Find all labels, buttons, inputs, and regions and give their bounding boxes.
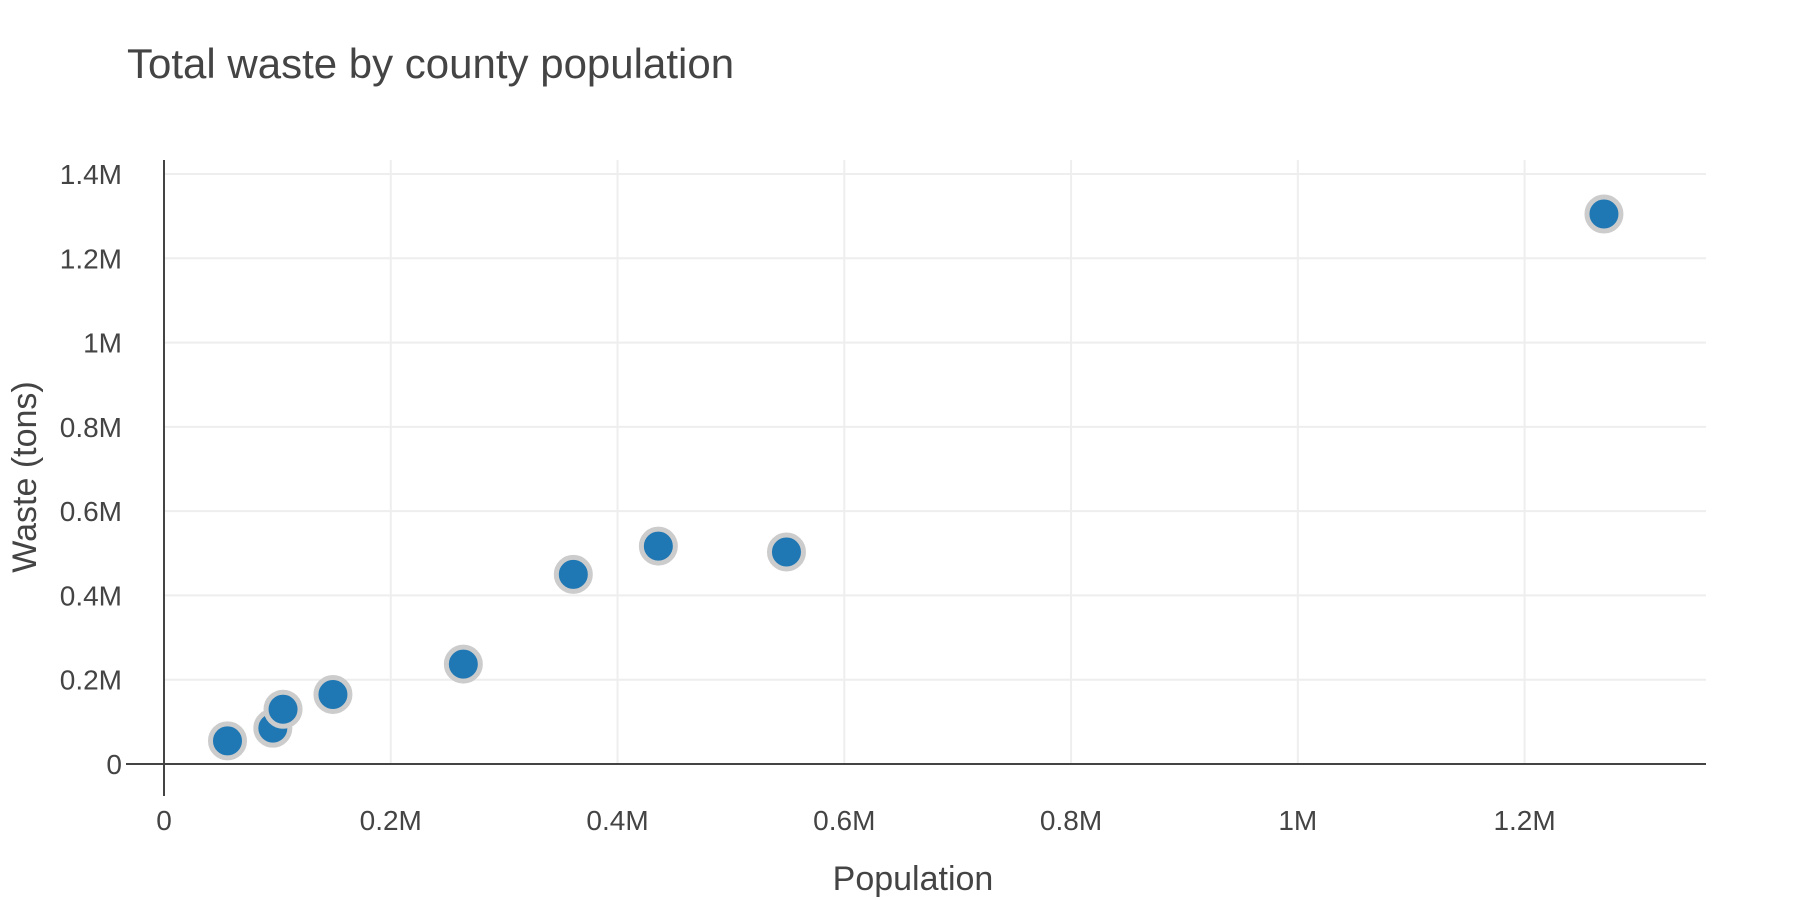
axes [126, 160, 1706, 796]
y-tick-label: 0 [106, 749, 122, 780]
data-point [313, 674, 353, 714]
x-axis-title: Population [833, 860, 994, 898]
y-tick-label: 0.4M [60, 580, 122, 611]
chart-title: Total waste by county population [127, 40, 734, 87]
x-tick-label: 1M [1278, 805, 1317, 836]
x-tick-label: 0.4M [586, 805, 648, 836]
y-tick-label: 1M [83, 328, 122, 359]
data-points [207, 194, 1624, 761]
y-tick-label: 0.6M [60, 496, 122, 527]
data-point [638, 526, 678, 566]
x-axis-ticks: 0 0.2M 0.4M 0.6M 0.8M 1M 1.2M [156, 805, 1556, 836]
data-point [553, 554, 593, 594]
x-tick-label: 0.6M [813, 805, 875, 836]
y-axis-title: Waste (tons) [6, 381, 44, 572]
x-tick-label: 0.8M [1040, 805, 1102, 836]
data-point [766, 532, 806, 572]
data-point [207, 721, 247, 761]
y-tick-label: 0.2M [60, 665, 122, 696]
y-tick-label: 1.4M [60, 159, 122, 190]
x-tick-label: 0 [156, 805, 172, 836]
gridlines [164, 160, 1706, 764]
x-tick-label: 1.2M [1493, 805, 1555, 836]
data-point [443, 644, 483, 684]
x-tick-label: 0.2M [360, 805, 422, 836]
data-point [1584, 194, 1624, 234]
data-point [263, 689, 303, 729]
y-tick-label: 0.8M [60, 412, 122, 443]
y-axis-ticks: 0 0.2M 0.4M 0.6M 0.8M 1M 1.2M 1.4M [60, 159, 122, 780]
y-tick-label: 1.2M [60, 243, 122, 274]
